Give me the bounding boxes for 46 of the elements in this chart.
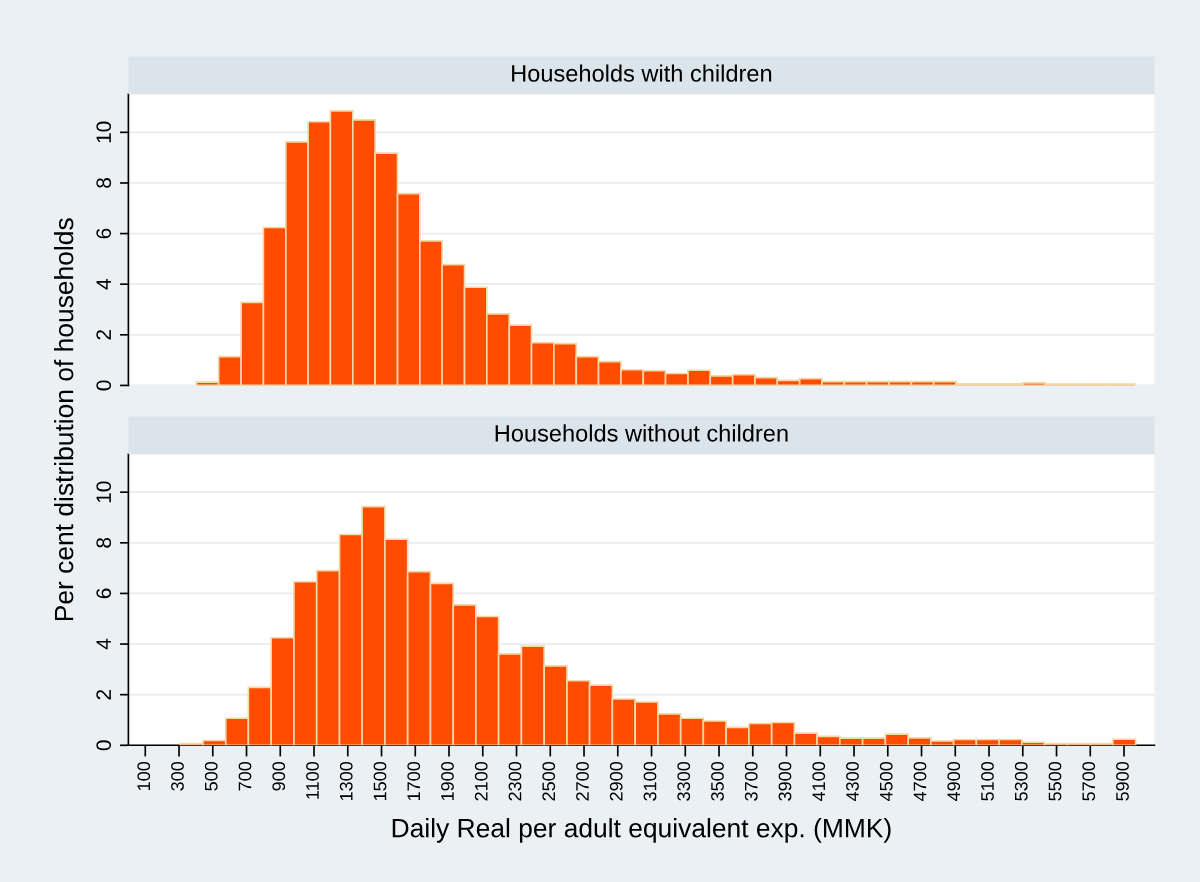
y-tick-label: 2 [96,689,111,700]
y-tick-label: 10 [96,481,112,503]
x-tick-label: 1100 [306,761,319,799]
x-tick-label: 1700 [407,761,421,801]
y-tick-label: 10 [96,121,112,143]
x-tick-label: 5700 [1082,761,1096,801]
x-tick-label: 2300 [508,761,522,801]
x-tick-label: 3300 [677,761,691,801]
x-tick-label: 5100 [981,761,994,801]
y-tick-label: 8 [96,178,112,188]
chart-title: Households without children [495,424,788,442]
x-tick-label: 700 [238,761,252,791]
x-tick-label: 3500 [711,761,724,801]
x-tick-label: 100 [137,761,151,791]
y-tick-label: 8 [96,537,112,548]
x-tick-label: 5500 [1048,761,1062,801]
x-tick-label: 4700 [913,761,927,802]
y-tick-label: 0 [96,740,112,751]
y-axis-title: Per cent distribution of households [54,218,74,621]
y-tick-label: 2 [96,330,111,340]
x-tick-label: 900 [272,761,286,791]
x-tick-label: 1900 [441,761,454,801]
x-tick-label: 1500 [373,761,387,801]
y-tick-label: 4 [96,638,111,650]
y-tick-label: 6 [96,228,112,239]
y-tick-label: 6 [96,588,112,599]
x-tick-label: 300 [171,761,184,791]
x-tick-label: 4100 [812,761,826,802]
x-tick-label: 4900 [947,761,961,802]
x-tick-label: 1300 [339,761,353,801]
chart-title: Households with children [512,64,772,82]
x-tick-label: 2900 [609,761,623,801]
x-tick-label: 4300 [846,761,859,802]
x-tick-label: 4500 [879,761,893,802]
x-tick-label: 5900 [1116,761,1129,801]
y-tick-label: 4 [96,279,111,290]
x-axis-title: Daily Real per adult equivalent exp. (MMK) [392,818,891,843]
x-tick-label: 3700 [744,761,758,801]
x-tick-label: 3900 [778,761,792,801]
x-tick-label: 2500 [542,761,556,801]
y-tick-label: 0 [96,380,112,391]
x-tick-label: 2100 [474,761,488,801]
x-tick-label: 500 [204,761,218,791]
x-tick-label: 2700 [576,761,589,801]
x-tick-label: 5300 [1014,761,1028,801]
x-tick-label: 3100 [643,761,657,801]
